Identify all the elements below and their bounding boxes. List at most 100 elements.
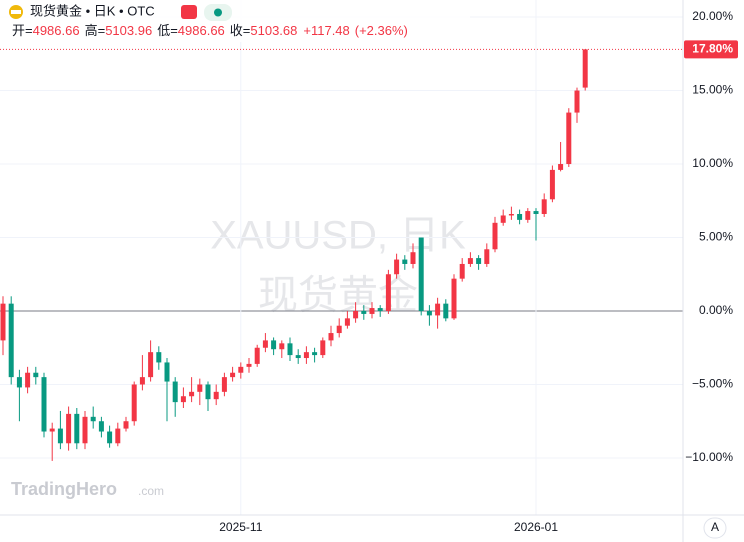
y-tick-label: −5.00% [692, 377, 733, 391]
candle-body [25, 372, 31, 388]
candle-body [336, 325, 342, 334]
ohlc-value: 4986.66 [33, 23, 80, 38]
ohlc-label: 低= [157, 23, 178, 38]
candle-body [246, 363, 252, 367]
y-tick-label: 0.00% [699, 303, 733, 317]
candle-body [98, 421, 104, 432]
candle-body [82, 416, 88, 444]
candle-body [574, 90, 580, 113]
candle-body [361, 310, 367, 314]
candle-body [385, 274, 391, 311]
change-pct: (+2.36%) [355, 23, 408, 38]
candle-body [57, 428, 63, 444]
candle-body [459, 263, 465, 279]
candle-body [517, 213, 523, 220]
candle-body [123, 421, 129, 429]
candle-body [90, 416, 96, 422]
change: +117.48 [303, 23, 349, 38]
candle-body [394, 259, 400, 275]
candle-body [279, 343, 285, 350]
candle-body [213, 391, 219, 400]
candle-body [238, 366, 244, 373]
candle-body [377, 308, 383, 311]
y-tick-label: −10.00% [685, 450, 733, 464]
candle-body [328, 333, 334, 341]
candle-body [402, 259, 408, 264]
header: 现货黄金 • 日K • OTC 开=4986.66 高=5103.96 低=4986… [0, 0, 470, 42]
candle-body [508, 213, 514, 216]
candle-body [107, 431, 113, 444]
y-tick-label: 10.00% [692, 156, 733, 170]
candle-body [271, 340, 277, 350]
watermark: XAUUSD, 日K [210, 214, 466, 258]
x-tick-label: 2026-01 [514, 520, 558, 534]
candle-body [66, 413, 72, 444]
candle-body [139, 377, 145, 385]
y-tick-label: 5.00% [699, 230, 733, 244]
candle-body [254, 347, 260, 364]
candle-body [221, 377, 227, 392]
candle-body [295, 355, 301, 359]
watermark: 现货黄金 [258, 274, 418, 318]
last-value-label: 17.80% [692, 42, 733, 56]
candle-body [410, 252, 416, 264]
candle-body [492, 222, 498, 250]
candle-body [451, 278, 457, 319]
candle-body [435, 303, 441, 316]
candle-body [74, 413, 80, 444]
candle-body [115, 428, 121, 444]
ohlc-line: 开=4986.66 高=5103.96 低=4986.66 收=5103.68 +117… [12, 23, 408, 38]
candle-body [541, 199, 547, 214]
y-tick-label: 15.00% [692, 83, 733, 97]
candle-body [164, 362, 170, 382]
scale-button[interactable] [703, 517, 727, 539]
candle-body [41, 377, 47, 432]
candle-body [189, 391, 195, 397]
symbol-title: 现货黄金 • 日K • OTC [30, 3, 155, 18]
candle-body [312, 352, 318, 356]
candle-body [303, 352, 309, 359]
candle-body [426, 310, 432, 316]
candle-body [443, 303, 449, 319]
candle-body [205, 384, 211, 400]
candle-body [549, 169, 555, 200]
candle-body [533, 211, 539, 214]
header-bg [0, 0, 470, 42]
candle-body [16, 377, 22, 388]
candle-body [566, 112, 572, 165]
candle-body [33, 372, 39, 378]
candle-body [156, 352, 162, 363]
candle-body [0, 303, 6, 341]
candle-body [262, 340, 268, 348]
candle-body [525, 211, 531, 220]
candles [0, 48, 683, 461]
candle-body [484, 249, 490, 264]
candle-body [344, 318, 350, 326]
logo: TradingHero .com [11, 479, 164, 499]
candle-body [287, 343, 293, 356]
last-value-badge [684, 40, 738, 59]
scale-button-label[interactable]: A [711, 520, 719, 534]
ohlc-value: 5103.68 [250, 23, 297, 38]
candle-body [418, 237, 424, 311]
flag-icon [181, 5, 197, 19]
candle-body [500, 215, 506, 223]
ohlc-value: 5103.96 [105, 23, 152, 38]
symbol-icon [11, 10, 21, 14]
y-tick-label: 20.00% [692, 9, 733, 23]
logo-name: TradingHero [11, 479, 117, 499]
ohlc-label: 高= [85, 23, 106, 38]
logo-suffix: .com [138, 484, 164, 498]
candle-body [148, 352, 154, 378]
x-tick-label: 2025-11 [219, 520, 262, 534]
eye-icon [214, 8, 222, 17]
candle-body [197, 384, 203, 392]
candle-body [369, 308, 375, 314]
ohlc-value: 4986.66 [178, 23, 225, 38]
candle-body [172, 381, 178, 403]
candle-body [49, 428, 55, 432]
ohlc-label: 开= [12, 23, 33, 38]
candle-body [320, 340, 326, 356]
